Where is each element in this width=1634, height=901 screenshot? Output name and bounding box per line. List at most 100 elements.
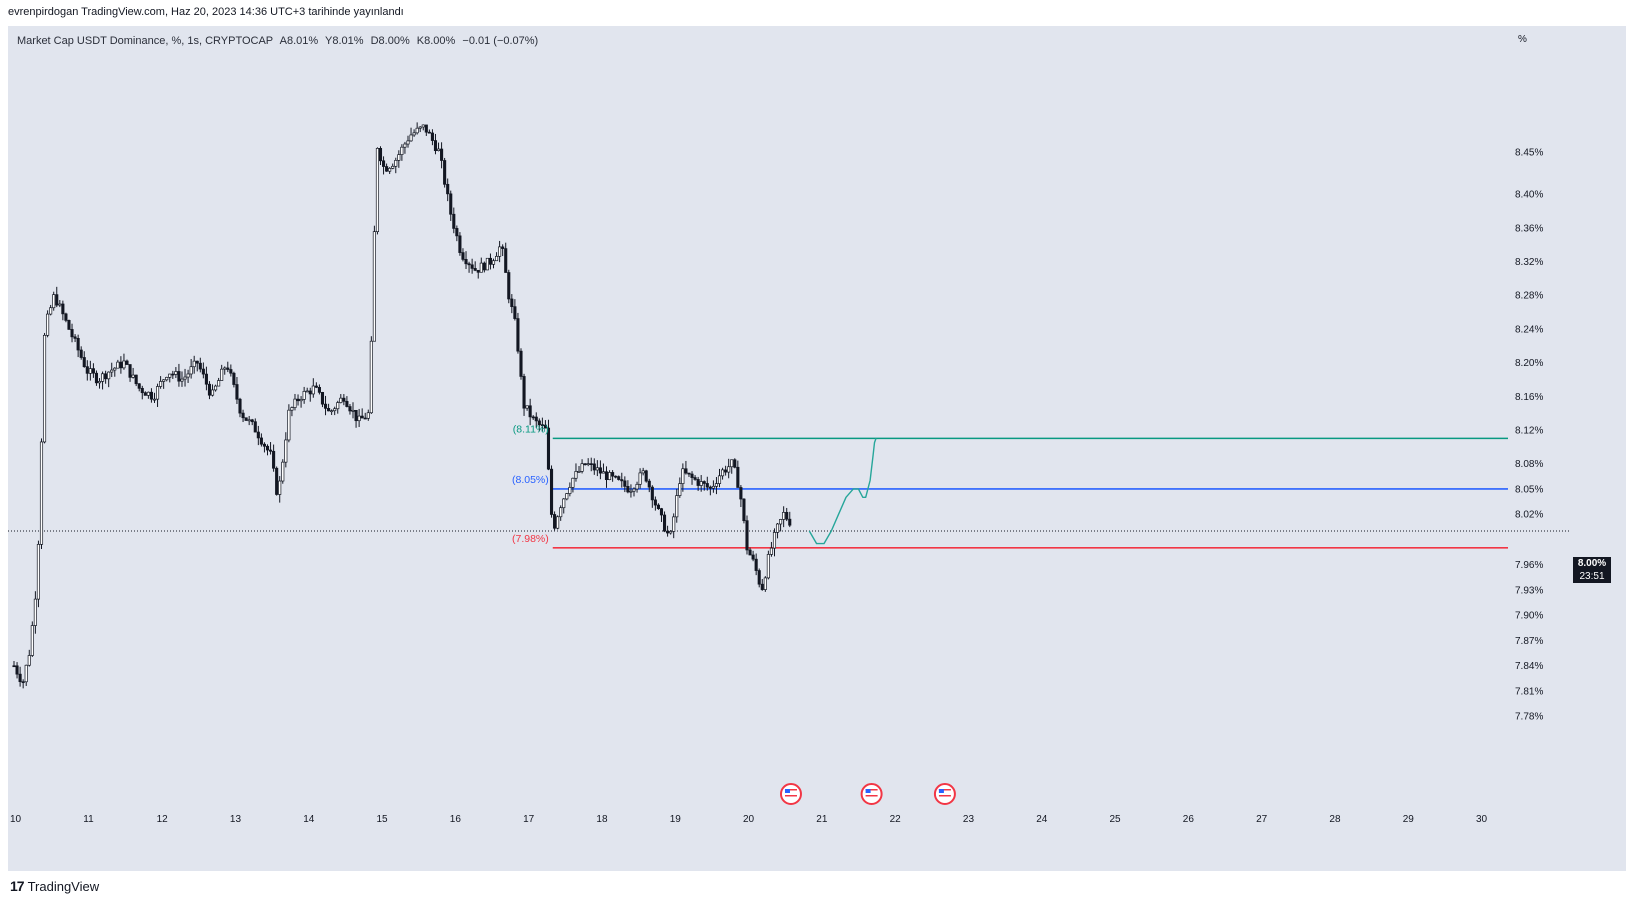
candle-body — [369, 340, 373, 414]
candle-body — [620, 479, 624, 482]
candle-body — [659, 508, 664, 516]
flag-stripe — [938, 792, 951, 794]
projection-path — [808, 438, 877, 545]
x-tick-label: 21 — [816, 814, 828, 825]
candle-body — [510, 298, 514, 308]
y-axis[interactable]: 8.45% 8.40% 8.36% 8.32% 8.28% 8.24% 8.20% 8.16%… — [1515, 34, 1543, 723]
us-flag-event-icon[interactable] — [860, 783, 883, 805]
x-tick-label: 28 — [1329, 814, 1341, 825]
candle-body — [33, 598, 37, 626]
symbol-legend[interactable]: Market Cap USDT Dominance, %, 1s, CRYPTO… — [17, 35, 542, 47]
candles — [12, 122, 792, 689]
y-tick-label: 8.16% — [1515, 392, 1543, 403]
candle-body — [501, 246, 505, 249]
candle-body — [30, 625, 34, 656]
candle-body — [85, 366, 89, 374]
us-flag-event-icon[interactable] — [933, 783, 956, 805]
flag-stripe — [938, 789, 951, 791]
x-tick-label: 29 — [1403, 814, 1415, 825]
candle-body — [769, 547, 773, 555]
y-tick-label: 7.81% — [1515, 686, 1543, 697]
candle-body — [397, 154, 401, 161]
candle-body — [119, 361, 123, 369]
candle-body — [320, 392, 325, 405]
candle-body — [763, 577, 767, 590]
us-flag-event-icon[interactable] — [779, 783, 802, 805]
candle-body — [214, 385, 218, 391]
candle-body — [635, 483, 639, 490]
candle-body — [467, 263, 471, 266]
x-tick-label: 23 — [963, 814, 975, 825]
candle-body — [12, 665, 16, 668]
candle-body — [424, 124, 428, 133]
y-tick-label: 7.78% — [1515, 712, 1543, 723]
tradingview-logo-icon: 17 — [10, 878, 25, 894]
candle-body — [235, 384, 239, 400]
y-tick-label: 7.90% — [1515, 611, 1543, 622]
y-tick-label: 8.05% — [1515, 484, 1543, 495]
candle-body — [507, 272, 511, 300]
candle-body — [76, 338, 80, 351]
candle-body — [782, 511, 786, 520]
x-axis[interactable]: 10 11 12 13 14 15 16 17 18 19 20 21 22 23 24 25 26 27 28 29… — [10, 814, 1488, 825]
candle-body — [556, 516, 560, 529]
x-tick-label: 12 — [157, 814, 169, 825]
candle-body — [455, 228, 459, 237]
candle-body — [391, 165, 395, 169]
candle-body — [760, 583, 764, 590]
chart-area[interactable] — [8, 26, 1626, 871]
candle-body — [666, 530, 670, 534]
candle-body — [104, 373, 108, 380]
current-price-tag: 8.00% 23:51 — [1573, 557, 1611, 583]
candle-body — [702, 481, 706, 484]
economic-events[interactable] — [779, 783, 956, 805]
candle-body — [739, 487, 743, 500]
flag-stripe — [784, 795, 797, 797]
candle-body — [491, 260, 496, 265]
candle-body — [360, 415, 364, 419]
candle-body — [52, 294, 56, 309]
candle-body — [525, 405, 529, 409]
level-labels: (8.11%) (8.05%) (7.98%) — [512, 423, 549, 544]
candle-body — [693, 477, 697, 480]
candle-body — [412, 132, 416, 136]
candle-body — [559, 507, 563, 518]
candle-body — [229, 369, 233, 374]
candle-body — [351, 409, 355, 412]
candle-body — [592, 463, 596, 471]
y-tick-label: 7.96% — [1515, 560, 1543, 571]
candle-body — [785, 511, 789, 520]
legend-close: K8.00% — [416, 35, 456, 47]
x-tick-label: 26 — [1183, 814, 1195, 825]
candle-body — [534, 416, 538, 422]
event-ring — [933, 783, 956, 805]
flag-stripe — [784, 792, 797, 794]
candle-body — [385, 166, 389, 172]
flag-stripe — [865, 798, 878, 800]
candle-body — [540, 424, 544, 427]
candle-body — [528, 405, 532, 418]
candle-body — [699, 481, 703, 486]
legend-change: −0.01 (−0.07%) — [462, 35, 539, 47]
candle-body — [269, 449, 273, 452]
level-label: (8.11%) — [513, 423, 549, 435]
candle-body — [519, 350, 523, 377]
candle-body — [775, 523, 780, 533]
candle-body — [174, 371, 178, 375]
candle-body — [482, 262, 486, 271]
candle-body — [727, 466, 731, 473]
candle-body — [348, 406, 352, 412]
candle-body — [149, 391, 153, 400]
candle-body — [662, 514, 667, 532]
candle-body — [168, 373, 172, 378]
flag-canton — [938, 789, 944, 793]
candle-body — [537, 420, 541, 426]
tradingview-brand[interactable]: 17 TradingView — [10, 878, 99, 894]
candle-body — [67, 320, 71, 330]
candle-body — [18, 673, 22, 683]
flag-canton — [784, 789, 790, 793]
candle-body — [152, 398, 157, 401]
candle-body — [287, 409, 291, 441]
candle-body — [461, 252, 465, 260]
